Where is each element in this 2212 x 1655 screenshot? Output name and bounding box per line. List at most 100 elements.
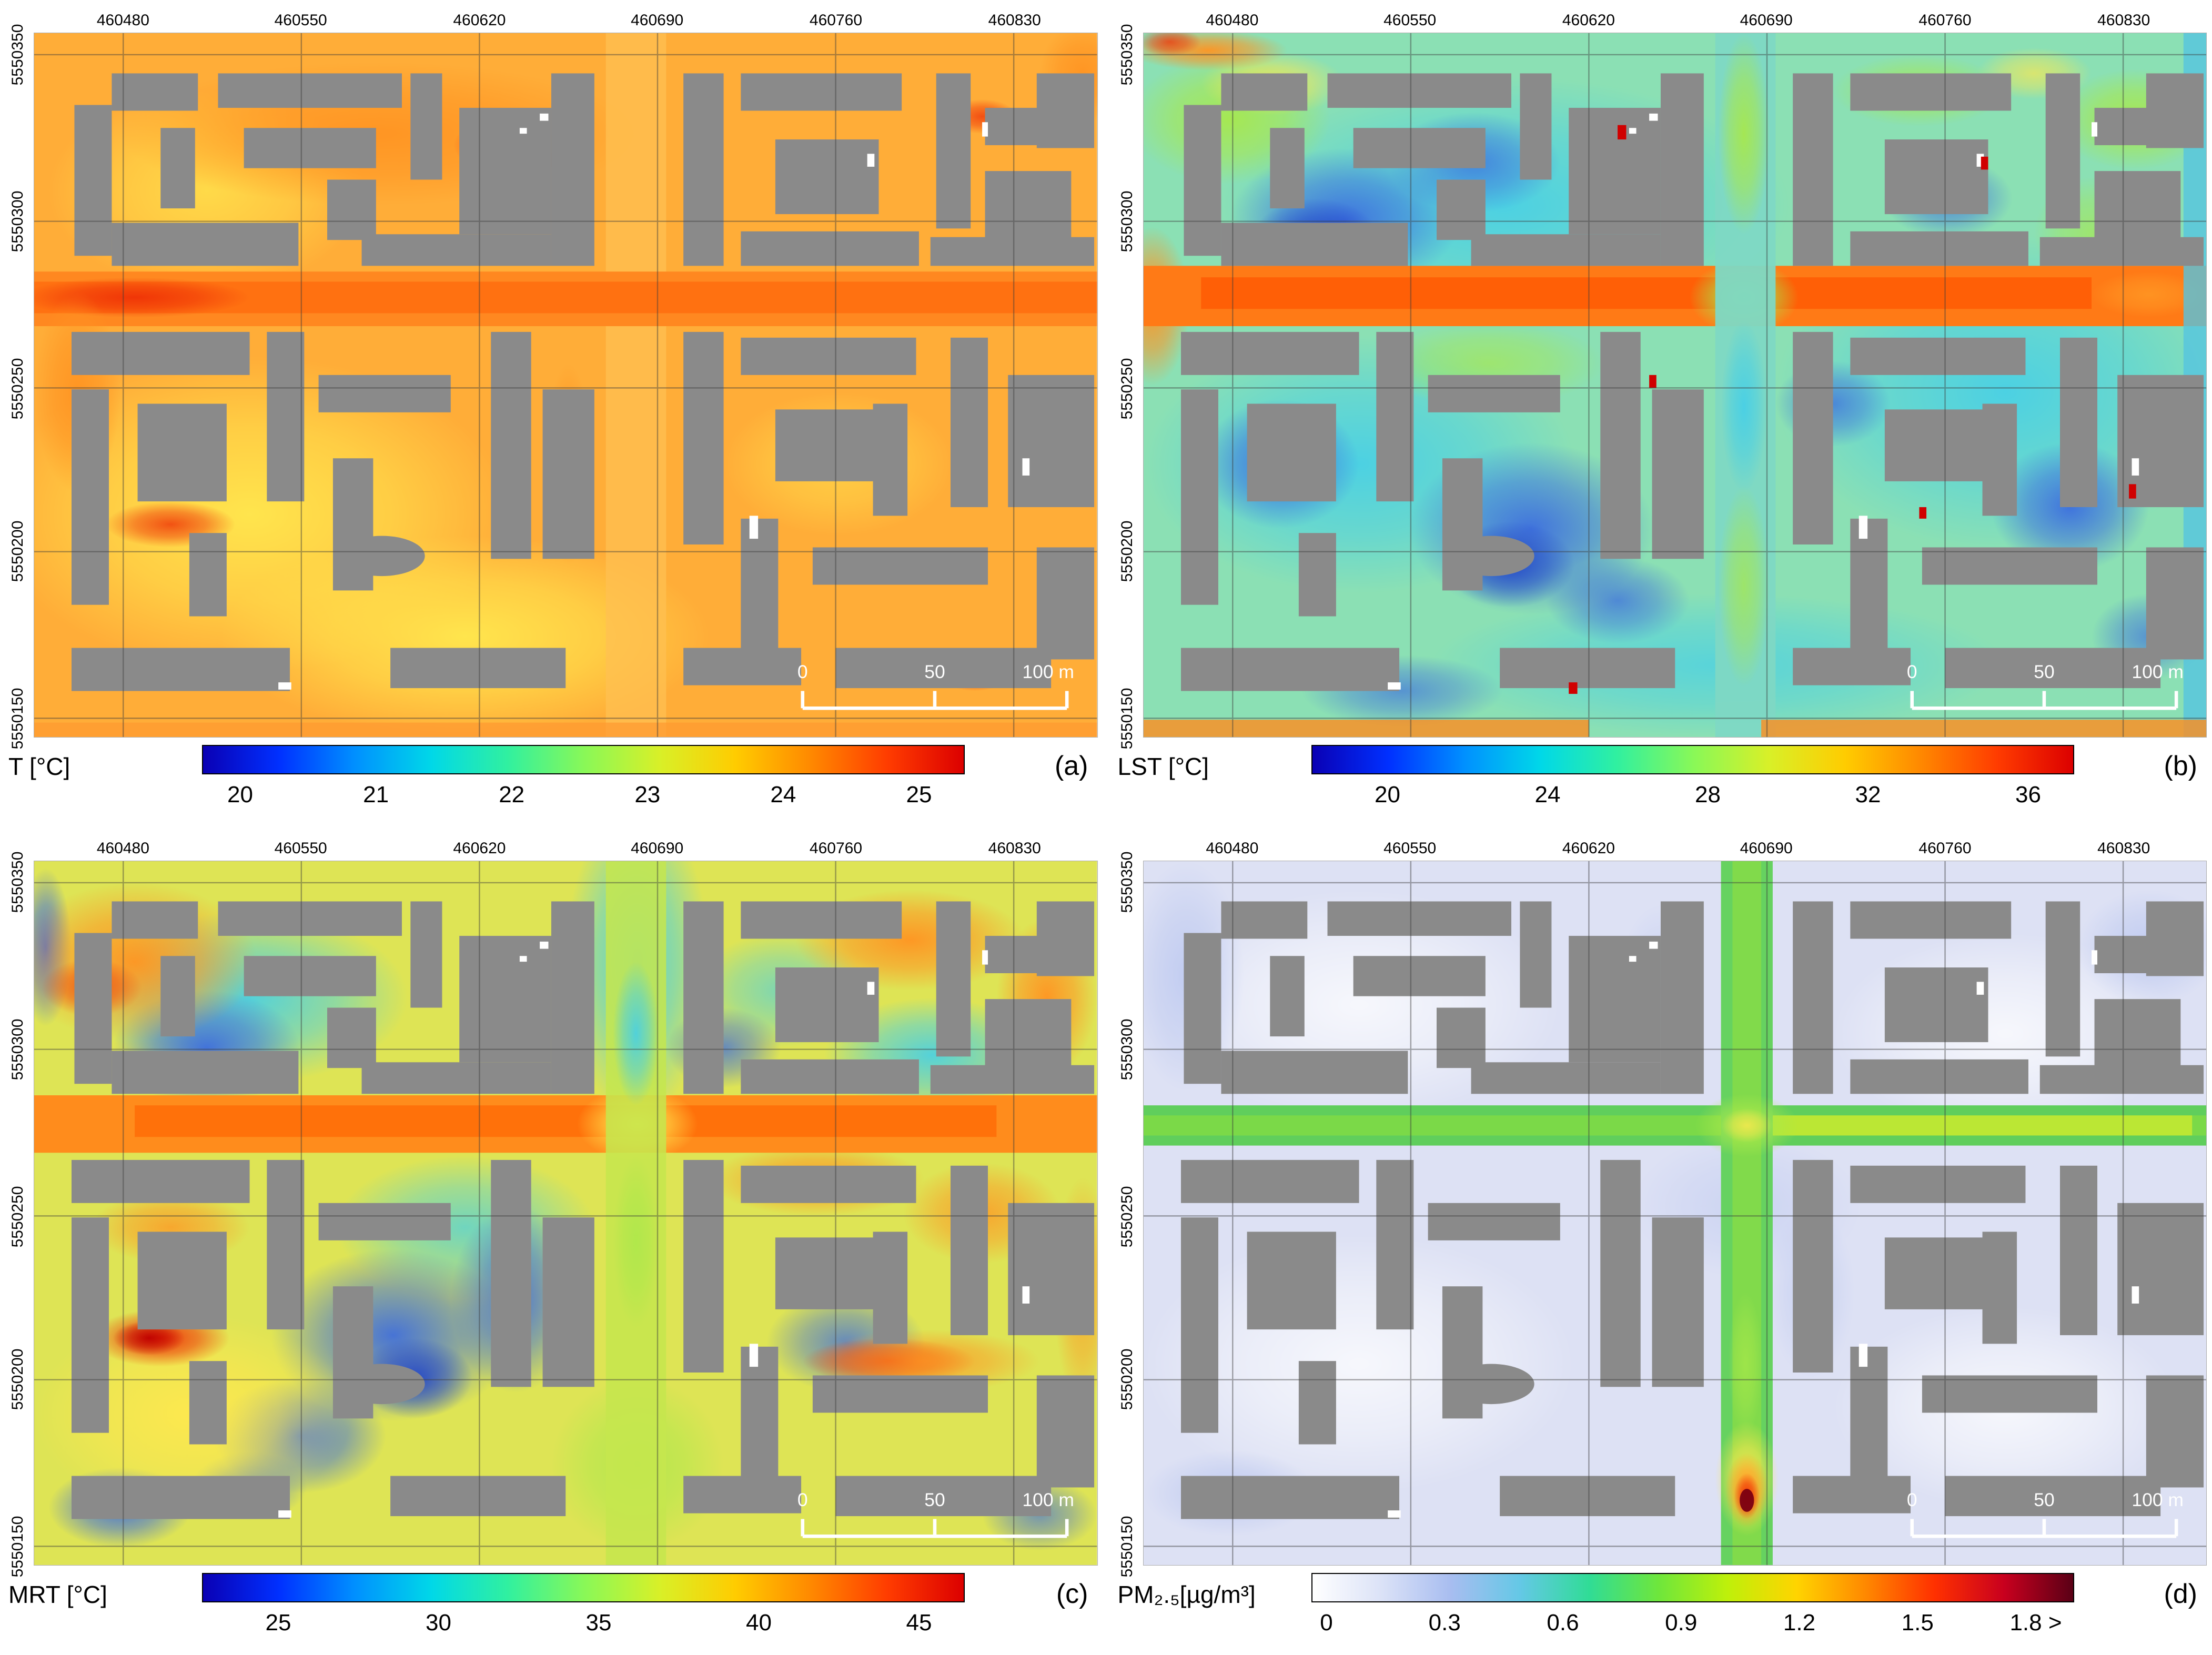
colorbar-tick: 25 [906,781,932,808]
colorbar-tick: 25 [265,1609,291,1636]
colorbar-tick: 40 [746,1609,772,1636]
panel-d: 460480 460550 460620 460690 460760 46083… [1112,830,2207,1655]
colorbar-gradient [1312,1573,2073,1601]
colorbar [1311,1572,2074,1602]
x-tick: 460830 [988,839,1041,857]
colorbar [202,744,965,774]
colorbar-tick: 23 [634,781,661,808]
y-tick: 5550200 [1118,1348,1136,1410]
y-tick: 5550250 [1118,1186,1136,1247]
x-tick: 460480 [96,12,149,29]
colorbar-tick: 0 [1320,1609,1333,1636]
colorbar-label: MRT [°C] [8,1580,107,1608]
x-tick: 460620 [1562,12,1615,29]
y-tick: 5550250 [9,1186,26,1247]
y-tick: 5550250 [1118,358,1136,420]
y-axis-b: 5550350 5550300 5550250 5550200 5550150 [1112,24,1143,749]
y-tick: 5550200 [1118,520,1136,582]
x-tick: 460550 [1383,12,1437,29]
panel-c: 460480 460550 460620 460690 460760 46083… [2,830,1098,1655]
colorbar-tick: 36 [2015,781,2041,808]
map-mean-radiant-temperature [34,860,1098,1566]
colorbar-tick: 1.5 [1901,1609,1934,1636]
x-tick: 460760 [809,839,863,857]
x-tick: 460620 [453,839,506,857]
x-tick: 460830 [988,12,1041,29]
colorbar-tick: 32 [1855,781,1881,808]
x-tick: 460620 [1562,839,1615,857]
colorbar-row-c: MRT [°C] 25 30 35 40 45 (c) [2,1566,1098,1655]
panel-b: 460480 460550 460620 460690 460760 46083… [1112,2,2207,827]
panel-letter: (b) [2164,750,2197,781]
y-tick: 5550300 [9,190,26,253]
panel-letter: (a) [1054,750,1088,781]
y-tick: 5550350 [9,24,26,85]
map-pm25-concentration [1143,860,2207,1566]
colorbar-label: LST [°C] [1117,752,1209,780]
colorbar-tick: 0.3 [1428,1609,1461,1636]
x-tick: 460690 [1740,839,1793,857]
x-tick: 460690 [1740,12,1793,29]
y-tick: 5550200 [9,520,26,582]
colorbar [1311,744,2074,774]
x-tick: 460550 [1383,839,1437,857]
hot-pixel-dots [1568,125,2136,694]
colorbar-tick: 30 [426,1609,451,1636]
y-tick: 5550300 [1118,1018,1136,1081]
colorbar-row-d: PM₂.₅[µg/m³] 0 0.3 0.6 0.9 1.2 1.5 1.8 >… [1112,1566,2207,1655]
x-tick: 460480 [96,839,149,857]
y-axis-c: 5550350 5550300 5550250 5550200 5550150 [2,852,34,1577]
y-tick: 5550350 [9,852,26,913]
x-tick: 460620 [453,12,506,29]
y-tick: 5550350 [1118,852,1136,913]
x-axis-a: 460480 460550 460620 460690 460760 46083… [34,2,1098,33]
colorbar-tick: 20 [1375,781,1400,808]
x-tick: 460760 [1918,12,1972,29]
x-tick: 460760 [809,12,863,29]
panel-letter: (d) [2164,1578,2197,1609]
colorbar-tick: 21 [363,781,389,808]
y-axis-a: 5550350 5550300 5550250 5550200 5550150 [2,24,34,749]
colorbar-tick: 22 [499,781,525,808]
colorbar-gradient [203,1573,964,1601]
x-tick: 460550 [274,839,327,857]
x-tick: 460690 [631,839,684,857]
x-tick: 460480 [1206,12,1259,29]
colorbar-tick: 0.6 [1547,1609,1579,1636]
colorbar-row-b: LST [°C] 20 24 28 32 36 (b) [1112,738,2207,827]
x-tick: 460830 [2097,839,2150,857]
colorbar-tick: 45 [906,1609,932,1636]
colorbar-tick: 24 [1534,781,1561,808]
y-tick: 5550200 [9,1348,26,1410]
colorbar-tick: 20 [227,781,253,808]
panel-a: 460480 460550 460620 460690 460760 46083… [2,2,1098,827]
colorbar-gradient [203,745,964,773]
x-tick: 460830 [2097,12,2150,29]
colorbar-ticks: 0 0.3 0.6 0.9 1.2 1.5 1.8 > [1311,1610,2074,1643]
colorbar-tick: 1.2 [1783,1609,1816,1636]
y-tick: 5550300 [1118,190,1136,253]
colorbar-tick: 1.8 > [2009,1609,2062,1636]
y-tick: 5550250 [9,358,26,420]
x-tick: 460480 [1206,839,1259,857]
colorbar [202,1572,965,1602]
x-tick: 460690 [631,12,684,29]
colorbar-ticks: 25 30 35 40 45 [202,1610,965,1643]
colorbar-tick: 24 [770,781,796,808]
colorbar-tick: 28 [1695,781,1721,808]
panel-letter: (c) [1056,1578,1088,1609]
x-tick: 460760 [1918,839,1972,857]
x-axis-b: 460480 460550 460620 460690 460760 46083… [1143,2,2207,33]
colorbar-gradient [1312,745,2073,773]
colorbar-ticks: 20 24 28 32 36 [1311,782,2074,815]
map-air-temperature [34,33,1098,738]
y-tick: 5550350 [1118,24,1136,85]
colorbar-label: T [°C] [8,752,70,780]
colorbar-tick: 35 [585,1609,612,1636]
colorbar-label: PM₂.₅[µg/m³] [1117,1580,1256,1608]
colorbar-row-a: T [°C] 20 21 22 23 24 25 (a) [2,738,1098,827]
x-axis-c: 460480 460550 460620 460690 460760 46083… [34,830,1098,861]
x-axis-d: 460480 460550 460620 460690 460760 46083… [1143,830,2207,861]
y-axis-d: 5550350 5550300 5550250 5550200 5550150 [1112,852,1143,1577]
